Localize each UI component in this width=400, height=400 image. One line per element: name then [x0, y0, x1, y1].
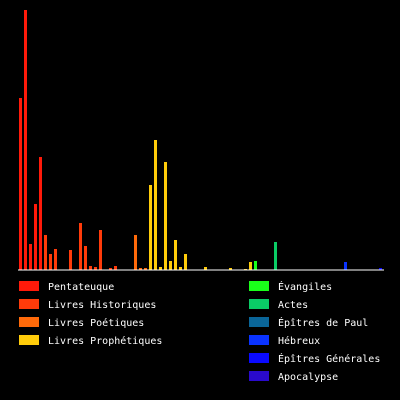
legend-label-hebreux: Hébreux	[278, 335, 320, 347]
legend-swatch-apocalypse	[249, 371, 269, 381]
bar-livres-historiques-14	[109, 268, 112, 270]
bar-livres-prophetiques-1	[149, 185, 152, 270]
legend-label-apocalypse: Apocalypse	[278, 372, 338, 383]
bar-livres-historiques-9	[84, 246, 87, 270]
bars-group	[19, 10, 382, 270]
legend-entry-hebreux: Hébreux	[249, 335, 320, 347]
legend-label-pentateuque: Pentateuque	[48, 282, 114, 293]
legend-swatch-epitres-generales	[249, 353, 269, 363]
bar-livres-poetiques-3	[134, 235, 137, 270]
bar-livres-prophetiques-5	[169, 261, 172, 270]
legend-swatch-evangiles	[249, 281, 269, 291]
legend-entry-apocalypse: Apocalypse	[249, 371, 338, 383]
bar-livres-prophetiques-3	[159, 267, 162, 270]
legend-entry-livres-historiques: Livres Historiques	[19, 299, 156, 311]
bar-livres-prophetiques-4	[164, 162, 167, 270]
legend-swatch-livres-prophetiques	[19, 335, 39, 345]
legend: Pentateuque Livres Historiques Livres Po…	[19, 280, 380, 383]
legend-label-actes: Actes	[278, 300, 308, 311]
bar-livres-prophetiques-12	[204, 267, 207, 270]
bar-livres-historiques-2	[49, 254, 52, 270]
bar-livres-historiques-12	[99, 230, 102, 270]
bar-hebreux-1	[344, 262, 347, 270]
legend-label-epitres-generales: Épîtres Générales	[278, 352, 380, 365]
bar-livres-historiques-15	[114, 266, 117, 270]
bar-livres-historiques-10	[89, 266, 92, 270]
bar-livres-historiques-6	[69, 250, 72, 270]
bar-pentateuque-2	[24, 10, 27, 270]
legend-label-livres-poetiques: Livres Poétiques	[48, 317, 144, 329]
bar-pentateuque-3	[29, 244, 32, 270]
bar-pentateuque-5	[39, 157, 42, 270]
legend-swatch-epitres-de-paul	[249, 317, 269, 327]
bar-livres-historiques-11	[94, 267, 97, 270]
legend-entry-epitres-generales: Épîtres Générales	[249, 352, 380, 365]
bar-livres-prophetiques-8	[184, 254, 187, 270]
legend-entry-epitres-de-paul: Épîtres de Paul	[249, 316, 368, 329]
legend-entry-evangiles: Évangiles	[249, 280, 332, 293]
bar-livres-poetiques-5	[144, 268, 147, 270]
legend-entry-pentateuque: Pentateuque	[19, 281, 114, 293]
bar-livres-prophetiques-17	[229, 268, 232, 270]
legend-label-epitres-de-paul: Épîtres de Paul	[278, 316, 368, 329]
legend-swatch-hebreux	[249, 335, 269, 345]
bar-evangiles-1	[254, 261, 257, 270]
legend-label-livres-historiques: Livres Historiques	[48, 300, 156, 311]
bar-livres-poetiques-4	[139, 268, 142, 270]
bar-pentateuque-4	[34, 204, 37, 270]
legend-swatch-livres-poetiques	[19, 317, 39, 327]
legend-label-livres-prophetiques: Livres Prophétiques	[48, 335, 162, 347]
bar-livres-historiques-3	[54, 249, 57, 270]
legend-entry-livres-poetiques: Livres Poétiques	[19, 317, 144, 329]
bar-actes-1	[274, 242, 277, 270]
legend-entry-livres-prophetiques: Livres Prophétiques	[19, 335, 162, 347]
bar-pentateuque-1	[19, 98, 22, 270]
bar-livres-prophetiques-6	[174, 240, 177, 270]
bar-epitres-generales-7	[379, 268, 382, 270]
legend-swatch-livres-historiques	[19, 299, 39, 309]
bar-livres-prophetiques-7	[179, 267, 182, 270]
legend-entry-actes: Actes	[249, 299, 308, 311]
bar-livres-prophetiques-2	[154, 140, 157, 270]
bar-livres-historiques-8	[79, 223, 82, 270]
legend-label-evangiles: Évangiles	[278, 280, 332, 293]
bar-livres-historiques-1	[44, 235, 47, 270]
legend-swatch-pentateuque	[19, 281, 39, 291]
legend-swatch-actes	[249, 299, 269, 309]
bar-livres-prophetiques-21	[249, 262, 252, 270]
